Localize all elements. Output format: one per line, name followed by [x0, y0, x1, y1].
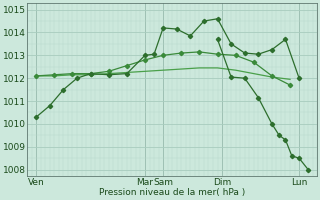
X-axis label: Pression niveau de la mer( hPa ): Pression niveau de la mer( hPa )	[99, 188, 245, 197]
